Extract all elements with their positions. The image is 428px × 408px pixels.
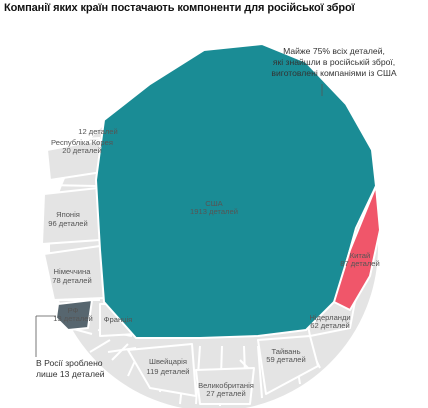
value-label: 59 деталей xyxy=(266,355,305,364)
country-label: РФ xyxy=(68,306,79,315)
russia-annotation-line: В Росії зроблено xyxy=(36,358,103,368)
cell-russia xyxy=(55,299,93,331)
country-label: Китай xyxy=(350,251,371,260)
value-label: 78 деталей xyxy=(52,276,91,285)
cell-usa xyxy=(95,43,377,339)
cell-divider xyxy=(46,184,97,187)
value-label: 62 деталей xyxy=(310,321,349,330)
value-label: 1913 деталей xyxy=(190,207,238,216)
cell-divider xyxy=(81,116,91,125)
country-label: Франція xyxy=(104,315,133,324)
leader-lines-layer xyxy=(35,84,323,357)
value-label: 119 деталей xyxy=(146,367,189,376)
cell-divider xyxy=(111,343,129,361)
cell-divider xyxy=(107,347,137,353)
cell-taiwan xyxy=(257,335,319,395)
cell-divider xyxy=(99,91,111,107)
usa-annotation-line: які знайшли в російській зброї, xyxy=(273,57,395,67)
value-label: 27 деталей xyxy=(206,389,245,398)
country-label: Великобританія xyxy=(198,381,254,390)
cell-divider xyxy=(127,73,144,89)
country-label: Японія xyxy=(56,210,80,219)
country-label: Нідерланди xyxy=(309,313,350,322)
country-label: Тайвань xyxy=(271,347,300,356)
cell-switzerland xyxy=(127,343,197,397)
country-label: Швейцарія xyxy=(149,357,187,366)
value-label: 20 деталей xyxy=(62,146,101,155)
country-label: Німеччина xyxy=(54,267,92,276)
cell-divider xyxy=(89,339,111,353)
usa-annotation-line: Майже 75% всіх деталей, xyxy=(283,46,385,56)
country-label: Республіка Корея xyxy=(51,138,113,147)
cells-layer xyxy=(41,43,381,408)
usa-annotation-line: виготовлені компаніями із США xyxy=(271,68,396,78)
value-label: 96 деталей xyxy=(48,219,87,228)
country-label: США xyxy=(205,199,223,208)
cell-uk xyxy=(195,367,255,405)
value-label: 87 деталей xyxy=(340,259,379,268)
cell-china xyxy=(333,185,381,311)
value-label: 12 деталей xyxy=(78,127,117,136)
cell-divider xyxy=(257,345,263,399)
chart-title: Компанії яких країн постачають компонент… xyxy=(4,2,355,14)
cell-divider xyxy=(65,137,101,141)
russia-annotation-line: лише 13 деталей xyxy=(36,369,105,379)
value-label: 13 деталей xyxy=(53,314,92,323)
